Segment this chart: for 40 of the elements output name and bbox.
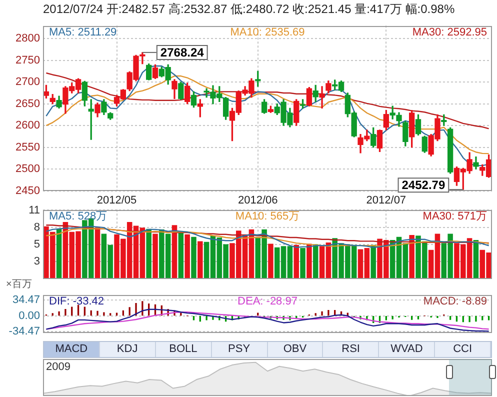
y-tick-label: 2550: [16, 141, 40, 154]
series-label: MACD: -8.89: [423, 296, 487, 308]
text: PSY: [212, 342, 268, 357]
y-tick-label: 34.47: [12, 294, 40, 306]
text: BOLL: [156, 342, 212, 357]
y-tick-label: 2500: [16, 163, 40, 176]
y-tick-label: 5: [34, 238, 40, 250]
y-tick-label: 2750: [16, 54, 40, 66]
x-tick-label: 2012/05: [96, 194, 137, 206]
text: MA30: 2592.95: [412, 26, 487, 39]
series-label: DEA: -28.97: [238, 296, 298, 308]
chart-title: 2012/07/24 开:2482.57 高:2532.87 低:2480.72 收:2521.45 量:417万 幅:0.98%: [43, 1, 455, 18]
text: WVAD: [379, 342, 436, 357]
y-tick-label: 2450: [16, 184, 40, 197]
series-label: MA30: 571万: [422, 210, 487, 223]
y-tick-label: -34.47: [8, 326, 40, 338]
y-tick-label: 2700: [16, 76, 40, 88]
y-tick-label: 0.00: [18, 310, 40, 322]
annotation: 2768.24: [160, 45, 204, 60]
y-tick-label: 3: [34, 255, 40, 268]
text: MA10: 2535.69: [230, 26, 305, 39]
y-tick-label: 11: [28, 204, 40, 216]
x-tick-label: 2012/06: [238, 194, 278, 206]
y-tick-label: 8: [34, 221, 40, 234]
text: CCI: [435, 342, 491, 357]
annotation: 2009: [46, 361, 70, 373]
y-tick-label: 2600: [16, 120, 40, 132]
y-tick-label: 2650: [16, 98, 40, 110]
text: MA5: 2511.29: [49, 26, 117, 39]
text: KDJ: [100, 342, 156, 357]
text: RSI: [323, 342, 380, 357]
y-axis-title: ×百万: [6, 278, 32, 291]
text: OBV: [268, 342, 324, 357]
y-tick-label: 2800: [16, 32, 40, 45]
series-label: DIF: -33.42: [49, 296, 104, 308]
x-tick-label: 2012/07: [366, 194, 406, 206]
series-label: MA10: 565万: [235, 210, 300, 223]
annotation: 2452.79: [402, 178, 446, 192]
text: MACD: [44, 342, 100, 357]
series-label: MA5: 528万: [49, 210, 108, 223]
